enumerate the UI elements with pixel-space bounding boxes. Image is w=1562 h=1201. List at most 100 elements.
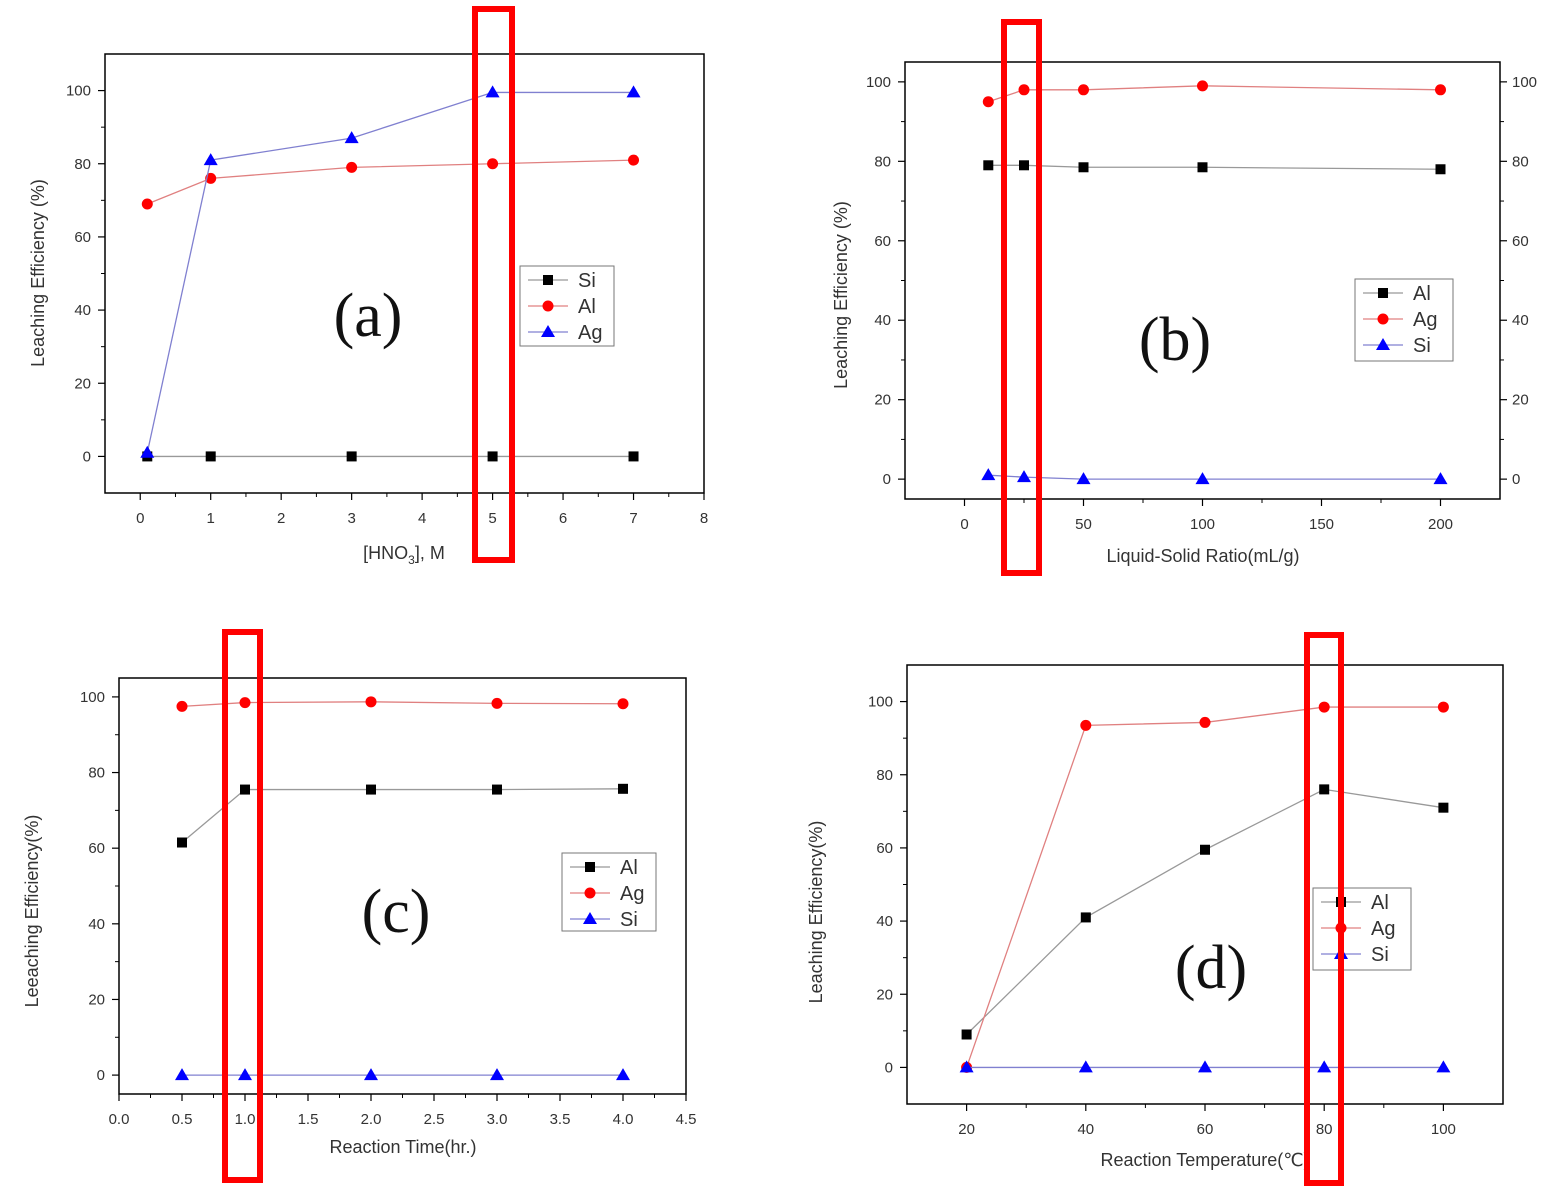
x-tick-label: 100 bbox=[1431, 1121, 1456, 1138]
panel-label: (a) bbox=[334, 282, 403, 350]
highlight-box bbox=[1001, 19, 1042, 576]
data-point-al bbox=[1019, 160, 1029, 171]
legend-entry: Al bbox=[620, 857, 638, 879]
data-point-ag bbox=[617, 698, 629, 710]
data-point-al bbox=[1200, 844, 1210, 855]
legend-marker-si bbox=[543, 275, 553, 285]
series-line-si bbox=[988, 474, 1441, 480]
data-point-ag bbox=[1197, 80, 1208, 92]
y-tick-label: 0 bbox=[885, 1059, 893, 1076]
x-tick-label: 5 bbox=[488, 510, 496, 527]
data-point-al bbox=[177, 837, 187, 848]
legend-marker-ag bbox=[541, 325, 555, 337]
y-tick-label: 0 bbox=[83, 448, 91, 465]
y-tick-label: 60 bbox=[74, 229, 91, 246]
y-axis-label: Leaching Efficiency (%) bbox=[831, 201, 851, 389]
legend-entry: Al bbox=[1413, 283, 1431, 305]
legend-entry: Si bbox=[1413, 335, 1431, 357]
x-axis-label-tail: ], M bbox=[415, 543, 445, 563]
x-tick-label: 100 bbox=[1190, 516, 1215, 533]
x-tick-label: 60 bbox=[1197, 1121, 1214, 1138]
data-point-si bbox=[175, 1068, 189, 1081]
data-point-si bbox=[364, 1068, 378, 1081]
highlight-box bbox=[222, 629, 263, 1183]
data-point-si bbox=[1017, 470, 1031, 483]
legend-marker-ag bbox=[1377, 313, 1389, 325]
data-point-si bbox=[205, 451, 216, 462]
y-tick-label: 20 bbox=[876, 986, 893, 1003]
x-tick-label: 0 bbox=[136, 510, 144, 527]
data-point-si bbox=[1317, 1060, 1332, 1073]
y-tick-label: 40 bbox=[88, 916, 105, 933]
x-tick-label: 1.0 bbox=[235, 1111, 256, 1128]
legend-marker-al bbox=[1378, 288, 1388, 298]
x-axis-label: [HNO3], M bbox=[363, 543, 445, 567]
x-tick-label: 3.0 bbox=[487, 1111, 508, 1128]
data-point-ag bbox=[203, 153, 218, 166]
series-line-al bbox=[181, 788, 624, 844]
x-tick-label: 0.5 bbox=[172, 1111, 193, 1128]
y-tick-label: 100 bbox=[868, 694, 893, 711]
x-tick-label: 200 bbox=[1428, 516, 1453, 533]
legend-entry: Si bbox=[620, 909, 638, 931]
data-point-si bbox=[1436, 1060, 1451, 1073]
x-tick-label: 2.5 bbox=[424, 1111, 445, 1128]
data-point-si bbox=[959, 1060, 974, 1073]
y-right-tick-label: 20 bbox=[1512, 392, 1529, 409]
y-right-tick-label: 40 bbox=[1512, 312, 1529, 329]
x-tick-label: 1.5 bbox=[298, 1111, 319, 1128]
data-point-ag bbox=[1199, 716, 1211, 728]
y-right-tick-label: 80 bbox=[1512, 153, 1529, 170]
x-tick-label: 150 bbox=[1309, 516, 1334, 533]
legend-entry: Ag bbox=[620, 883, 644, 905]
x-tick-label: 3 bbox=[347, 510, 355, 527]
series-line-al bbox=[988, 164, 1441, 170]
x-axis-label: Reaction Time(hr.) bbox=[329, 1137, 476, 1157]
x-tick-label: 2.0 bbox=[361, 1111, 382, 1128]
x-tick-label: 50 bbox=[1075, 516, 1092, 533]
data-point-al bbox=[628, 154, 640, 166]
y-tick-label: 60 bbox=[874, 233, 891, 250]
data-point-ag bbox=[140, 445, 155, 458]
data-point-si bbox=[487, 451, 498, 462]
data-point-al bbox=[961, 1029, 972, 1040]
legend-box bbox=[1312, 887, 1412, 971]
data-point-si bbox=[1195, 472, 1210, 485]
x-axis-label-subscript: 3 bbox=[408, 553, 415, 567]
data-point-ag bbox=[1018, 84, 1030, 96]
x-tick-label: 2 bbox=[277, 510, 285, 527]
highlight-box bbox=[1304, 632, 1344, 1186]
x-tick-label: 4 bbox=[418, 510, 426, 527]
data-point-si bbox=[981, 468, 996, 481]
y-tick-label: 0 bbox=[97, 1067, 105, 1084]
panel-c-chart: 0.0 0.5 1.0 1.5 2.0 2.5 3.0 3.5 4.0 4.5 0 20 40 60 80 1… bbox=[22, 629, 696, 1183]
y-tick-label: 20 bbox=[874, 392, 891, 409]
panel-label: (c) bbox=[362, 878, 431, 946]
y-tick-label: 100 bbox=[66, 83, 91, 100]
x-tick-label: 40 bbox=[1077, 1121, 1094, 1138]
data-point-si bbox=[1198, 1060, 1212, 1073]
data-point-si bbox=[1433, 472, 1448, 485]
panel-b-chart: 0 50 100 150 200 0 0 20 20 40 40 60 60 80 80 100 100 Liqu… bbox=[831, 19, 1537, 576]
panel-label: (d) bbox=[1175, 934, 1247, 1002]
x-tick-label: 0.0 bbox=[109, 1111, 130, 1128]
series-line-ag bbox=[988, 85, 1441, 103]
x-tick-label: 6 bbox=[559, 510, 567, 527]
y-tick-label: 40 bbox=[874, 312, 891, 329]
data-point-al bbox=[1197, 162, 1208, 173]
legend-entry: Si bbox=[578, 270, 596, 292]
data-point-al bbox=[1078, 162, 1089, 173]
series-line-al bbox=[147, 159, 634, 205]
y-right-tick-label: 60 bbox=[1512, 233, 1529, 250]
panel-label: (b) bbox=[1139, 306, 1211, 374]
x-tick-label: 1 bbox=[207, 510, 215, 527]
legend-entry: Si bbox=[1371, 944, 1389, 966]
data-point-al bbox=[487, 158, 499, 170]
data-point-ag bbox=[344, 131, 359, 144]
highlight-box bbox=[472, 6, 515, 563]
legend-entry: Ag bbox=[1413, 309, 1437, 331]
data-point-ag bbox=[365, 696, 377, 708]
legend-box bbox=[561, 852, 657, 932]
y-right-tick-label: 0 bbox=[1512, 471, 1520, 488]
